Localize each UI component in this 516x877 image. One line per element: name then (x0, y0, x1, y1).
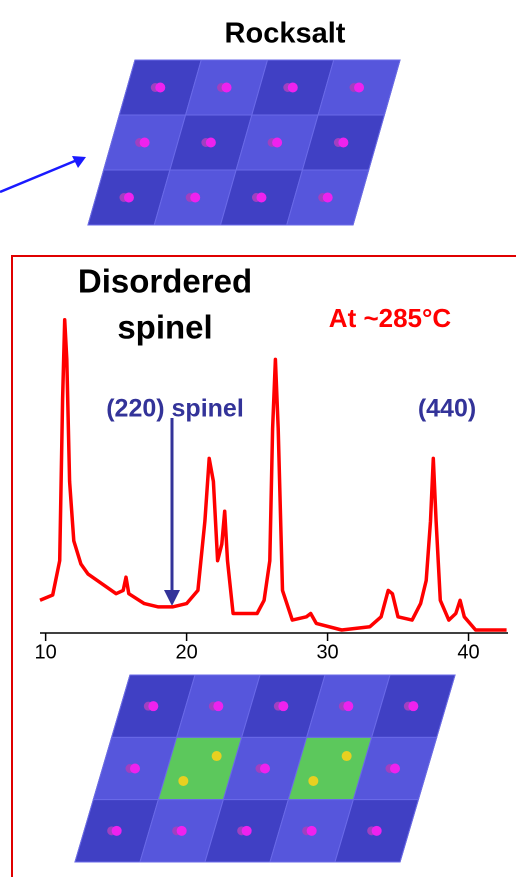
atom (256, 192, 267, 203)
atom (278, 701, 289, 712)
atom (221, 82, 232, 93)
frame (11, 255, 516, 877)
atom (371, 825, 382, 836)
atom (343, 701, 354, 712)
atom (338, 137, 349, 148)
atom (111, 825, 122, 836)
atom (155, 82, 166, 93)
atom (190, 192, 201, 203)
atom (139, 137, 150, 148)
x-tick-label: 20 (175, 641, 197, 663)
atom (123, 192, 134, 203)
atom (205, 137, 216, 148)
atom (341, 751, 352, 762)
x-tick-label: 40 (457, 641, 479, 663)
atom (241, 825, 252, 836)
atom (272, 137, 283, 148)
atom (308, 775, 319, 786)
rocksalt-title: Rocksalt (225, 18, 346, 50)
atom (408, 701, 419, 712)
xrd-line (39, 318, 507, 632)
arrow-head (72, 156, 86, 168)
atom (213, 701, 224, 712)
atom (354, 82, 365, 93)
atom (176, 825, 187, 836)
x-tick-label: 30 (316, 641, 338, 663)
arrow-head (164, 590, 180, 606)
label: (220) spinel (106, 395, 244, 423)
label: (440) (418, 395, 476, 423)
atom (390, 763, 400, 774)
atom (148, 701, 159, 712)
atom (322, 192, 333, 203)
label: Disordered (78, 263, 252, 300)
atom (260, 763, 270, 774)
atom (130, 763, 140, 774)
atom (287, 82, 298, 93)
label: At ~285°C (329, 303, 452, 333)
atom (178, 775, 189, 786)
crystal-structures (74, 59, 456, 863)
x-tick-label: 10 (35, 641, 57, 663)
atom (306, 825, 317, 836)
arrow (0, 156, 83, 194)
label: spinel (117, 309, 212, 346)
atom (211, 751, 222, 762)
